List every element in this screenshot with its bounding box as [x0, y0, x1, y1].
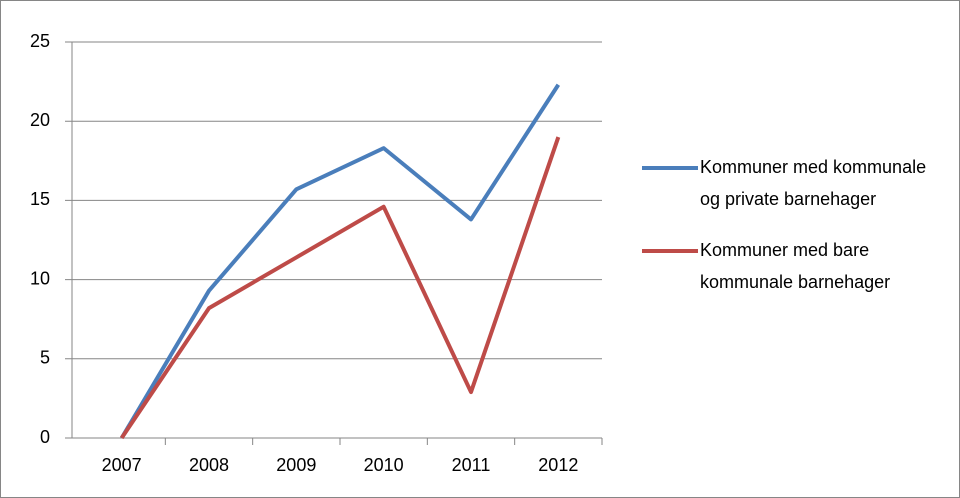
x-tick-label: 2010 [364, 455, 404, 475]
y-tick-label: 15 [30, 189, 50, 209]
legend-line: kommunale barnehager [700, 272, 890, 292]
y-tick-label: 10 [30, 268, 50, 288]
series-line [119, 83, 561, 440]
x-tick-label: 2007 [102, 455, 142, 475]
x-tick-label: 2009 [276, 455, 316, 475]
legend-label: Kommuner med kommunale og private barneha… [700, 157, 926, 209]
legend-line: Kommuner med bare [700, 240, 869, 260]
legend-label: Kommuner med bare kommunale barnehager [700, 240, 890, 292]
y-tick-label: 0 [40, 427, 50, 447]
y-tick-label: 25 [30, 31, 50, 51]
y-tick-label: 20 [30, 110, 50, 130]
x-tick-label: 2012 [538, 455, 578, 475]
y-tick-label: 5 [40, 348, 50, 368]
x-tick-label: 2008 [189, 455, 229, 475]
legend-line: og private barnehager [700, 189, 876, 209]
legend-line: Kommuner med kommunale [700, 157, 926, 177]
x-tick-label: 2011 [452, 455, 491, 475]
series-line [120, 136, 561, 440]
